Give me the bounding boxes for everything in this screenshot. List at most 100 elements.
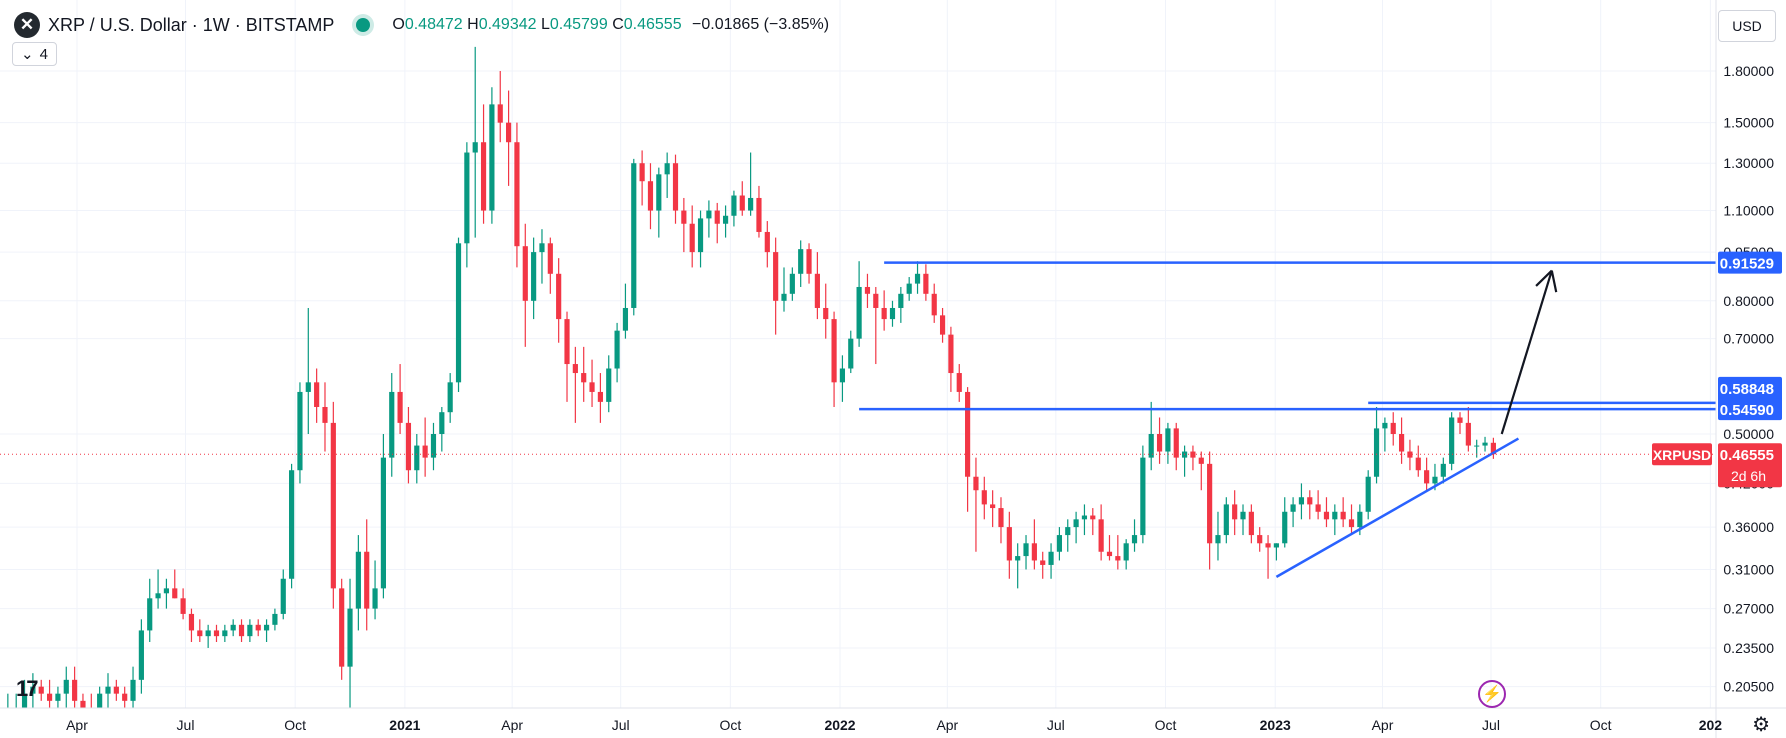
candle-body — [589, 382, 595, 392]
level-price-label-bg — [1718, 398, 1782, 421]
candle-body — [622, 307, 629, 331]
candle — [1440, 457, 1446, 484]
candle — [1207, 451, 1213, 570]
candle — [1373, 406, 1380, 484]
time-axis: Apr Jul Oct 2021 Apr Jul Oct 2022 Apr Jul Oct 2023 A… — [0, 707, 1786, 733]
candle-body — [1131, 535, 1138, 544]
candle-body — [1156, 434, 1163, 452]
candle-body — [1298, 497, 1305, 505]
candle — [205, 624, 211, 648]
candle-body — [0, 708, 2, 716]
y-tick-label: 0.27000 — [1723, 601, 1774, 617]
symbol-tag: XRPUSD — [1653, 447, 1711, 463]
candle-body — [914, 273, 921, 284]
candle-body — [464, 152, 470, 244]
candle — [1215, 511, 1221, 561]
candle-body — [238, 624, 245, 637]
candle-body — [798, 249, 804, 274]
candle — [547, 237, 553, 294]
candle-body — [147, 598, 153, 631]
candle-body — [681, 210, 687, 224]
candle — [1073, 511, 1079, 544]
candle-body — [1382, 422, 1388, 429]
candle — [906, 277, 912, 301]
tradingview-logo-icon[interactable]: 17 — [16, 676, 39, 701]
candle-body — [255, 624, 261, 631]
candle-body — [1015, 556, 1021, 561]
indicators-toggle-button[interactable]: ⌄ 4 — [12, 42, 57, 66]
candle — [364, 519, 370, 631]
level-price-label: 0.58848 — [1720, 381, 1774, 398]
candle-body — [672, 163, 679, 211]
candle-body — [339, 588, 345, 667]
candle — [1056, 527, 1062, 561]
candle-body — [439, 412, 445, 434]
candle — [764, 221, 770, 268]
candle-body — [1449, 417, 1455, 464]
candle — [197, 619, 203, 642]
candle-body — [539, 243, 545, 253]
candle-body — [906, 283, 912, 294]
candle-body — [21, 693, 28, 708]
candle-body — [614, 330, 620, 369]
candle — [756, 185, 762, 238]
candle-body — [430, 434, 437, 458]
candle — [773, 237, 779, 335]
candle-body — [263, 624, 270, 631]
x-tick-label: Apr — [936, 717, 958, 733]
candle — [881, 290, 887, 331]
candle-body — [697, 218, 704, 253]
candle — [948, 326, 954, 392]
candle-body — [706, 210, 712, 219]
candle — [472, 46, 478, 238]
candle-body — [764, 231, 770, 253]
candle — [464, 142, 470, 268]
price-scale-bg — [1716, 0, 1786, 738]
candle-body — [414, 445, 420, 471]
x-tick-label: Oct — [719, 717, 741, 733]
candle — [714, 202, 720, 244]
candle — [839, 355, 846, 402]
candle-body — [1398, 434, 1405, 452]
candle-body — [1273, 543, 1279, 548]
candle-body — [831, 319, 837, 383]
gear-icon[interactable]: ⚙ — [1752, 714, 1770, 736]
candle-body — [280, 578, 286, 614]
candle — [1298, 483, 1305, 520]
y-tick-label: 0.50000 — [1723, 426, 1774, 442]
candle — [1340, 497, 1346, 528]
candle-body — [1307, 497, 1313, 505]
candle-body — [773, 252, 779, 301]
candle-body — [322, 406, 328, 423]
candle-body — [1023, 543, 1029, 557]
candle — [848, 330, 854, 374]
high-value: 0.49342 — [478, 16, 537, 33]
candle — [1182, 445, 1188, 477]
candle — [155, 569, 161, 609]
currency-button[interactable]: USD — [1718, 10, 1776, 42]
candle — [522, 223, 528, 347]
candle-body — [1332, 511, 1338, 520]
symbol-title[interactable]: XRP / U.S. Dollar · 1W · BITSTAMP — [48, 14, 335, 35]
candle-body — [1065, 527, 1071, 536]
candle-body — [372, 588, 378, 609]
candle — [1115, 535, 1121, 570]
candle-body — [731, 195, 737, 216]
candle — [113, 679, 119, 701]
candle — [1240, 504, 1246, 536]
candle-body — [405, 422, 412, 471]
candle — [1474, 439, 1480, 458]
candle — [531, 237, 537, 320]
chevron-down-icon: ⌄ — [21, 46, 34, 63]
low-value: 0.45799 — [549, 16, 608, 33]
flash-icon[interactable]: ⚡ — [1478, 680, 1506, 708]
candle-body — [814, 273, 820, 308]
candle — [163, 578, 170, 609]
close-value: 0.46555 — [623, 16, 682, 33]
candle-body — [1090, 515, 1096, 520]
x-tick-label: Oct — [1590, 717, 1612, 733]
candle — [1031, 519, 1037, 570]
candle — [46, 679, 53, 708]
candle — [15, 693, 17, 708]
